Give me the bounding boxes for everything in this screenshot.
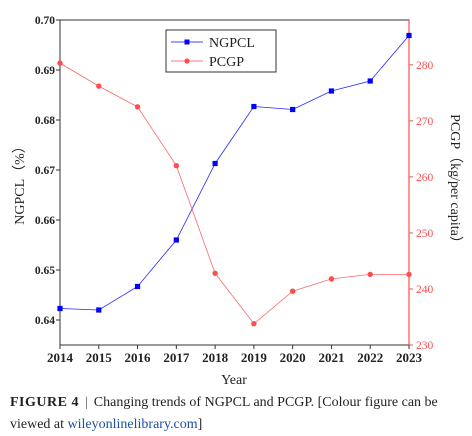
x-tick-label: 2020 xyxy=(280,350,306,365)
x-tick-label: 2016 xyxy=(125,350,152,365)
ngpcl-point xyxy=(212,160,218,167)
pcgp-point xyxy=(406,271,412,278)
ngpcl-point xyxy=(96,307,102,313)
x-tick-label: 2014 xyxy=(47,350,74,365)
pcgp-point xyxy=(57,60,63,66)
x-tick-label: 2022 xyxy=(357,350,383,365)
ngpcl-point xyxy=(134,283,141,290)
ngpcl-point xyxy=(367,78,373,84)
left-y-tick-label: 0.67 xyxy=(35,165,55,177)
left-y-tick-label: 0.64 xyxy=(35,315,55,327)
right-y-tick-label: 270 xyxy=(416,116,434,128)
legend-marker-pcgp xyxy=(184,58,190,64)
x-tick-label: 2017 xyxy=(163,350,190,365)
legend-label-ngpcl: NGPCL xyxy=(209,36,255,51)
x-tick-label: 2023 xyxy=(396,350,423,365)
right-y-tick-label: 240 xyxy=(416,284,434,296)
caption-end: ] xyxy=(197,417,203,432)
left-y-tick-label: 0.70 xyxy=(35,15,55,27)
ngpcl-point xyxy=(57,305,63,312)
ngpcl-point xyxy=(173,237,179,243)
legend-marker-ngpcl xyxy=(184,39,190,45)
left-y-tick-label: 0.69 xyxy=(35,65,55,77)
right-y-tick-label: 230 xyxy=(416,340,434,352)
pcgp-point xyxy=(328,276,335,282)
x-tick-label: 2019 xyxy=(241,350,268,365)
left-y-tick-label: 0.66 xyxy=(35,215,55,227)
pcgp-point xyxy=(96,83,102,89)
dual-axis-line-chart: 2014 2015 2016 2017 2018 2019 2020 2021 2022 2023… xyxy=(12,15,463,388)
pcgp-point xyxy=(251,321,257,327)
right-axis-label: PCGP（kg/per capita） xyxy=(447,114,463,250)
caption-separator: | xyxy=(84,395,88,410)
x-tick-label: 2021 xyxy=(318,350,344,365)
ngpcl-point xyxy=(290,106,296,113)
x-tick-label: 2018 xyxy=(202,350,229,365)
ngpcl-point xyxy=(328,88,335,94)
caption-link[interactable]: wileyonlinelibrary.com xyxy=(67,417,198,432)
caption-text: Changing trends of NGPCL and PCGP. [Colo… xyxy=(10,395,438,432)
right-y-tick-label: 260 xyxy=(416,172,434,184)
left-y-tick-label: 0.65 xyxy=(35,265,55,277)
x-tick-label: 2015 xyxy=(86,350,113,365)
right-y-tick-label: 280 xyxy=(416,60,434,72)
ngpcl-series-line xyxy=(59,35,410,311)
legend: NGPCL PCGP xyxy=(165,29,277,73)
pcgp-point xyxy=(134,104,141,110)
right-y-tick-label: 250 xyxy=(416,228,434,240)
pcgp-point xyxy=(289,288,296,294)
legend-label-pcgp: PCGP xyxy=(209,55,244,70)
left-axis-label: NGPCL（%） xyxy=(12,139,28,225)
pcgp-point xyxy=(173,162,180,169)
left-y-tick-label: 0.68 xyxy=(35,115,55,127)
ngpcl-point xyxy=(406,32,412,39)
figure-caption: FIGURE 4 | Changing trends of NGPCL and PC… xyxy=(10,392,465,436)
pcgp-series-line xyxy=(59,62,409,325)
legend-box xyxy=(165,29,277,73)
ngpcl-point xyxy=(251,103,257,110)
caption-label: FIGURE 4 xyxy=(10,395,79,410)
pcgp-point xyxy=(367,271,373,278)
x-axis-label: Year xyxy=(221,373,247,388)
pcgp-point xyxy=(212,270,218,276)
